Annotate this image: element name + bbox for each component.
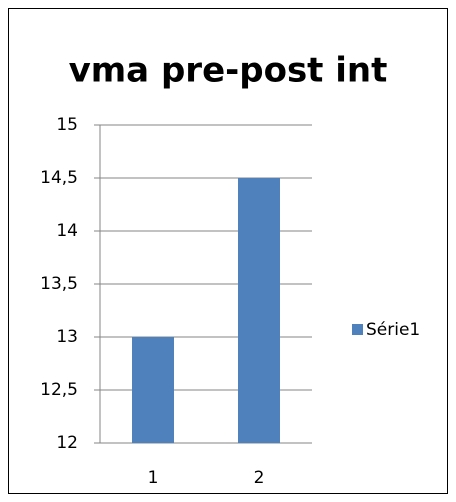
- x-tick-label: 1: [148, 468, 159, 488]
- y-tick-label: 13: [56, 327, 78, 347]
- chart-frame: [8, 8, 448, 494]
- y-tick-label: 14: [56, 221, 78, 241]
- y-tick-label: 12: [56, 433, 78, 453]
- legend-swatch: [352, 324, 363, 335]
- bar: [132, 337, 174, 443]
- y-tick-label: 14,5: [40, 168, 78, 188]
- y-tick-label: 13,5: [40, 274, 78, 294]
- chart-title: vma pre-post int: [69, 51, 388, 91]
- y-tick-label: 12,5: [40, 380, 78, 400]
- legend-label: Série1: [366, 320, 420, 340]
- y-tick-label: 15: [56, 115, 78, 135]
- x-tick-label: 2: [254, 468, 265, 488]
- bar: [238, 178, 280, 443]
